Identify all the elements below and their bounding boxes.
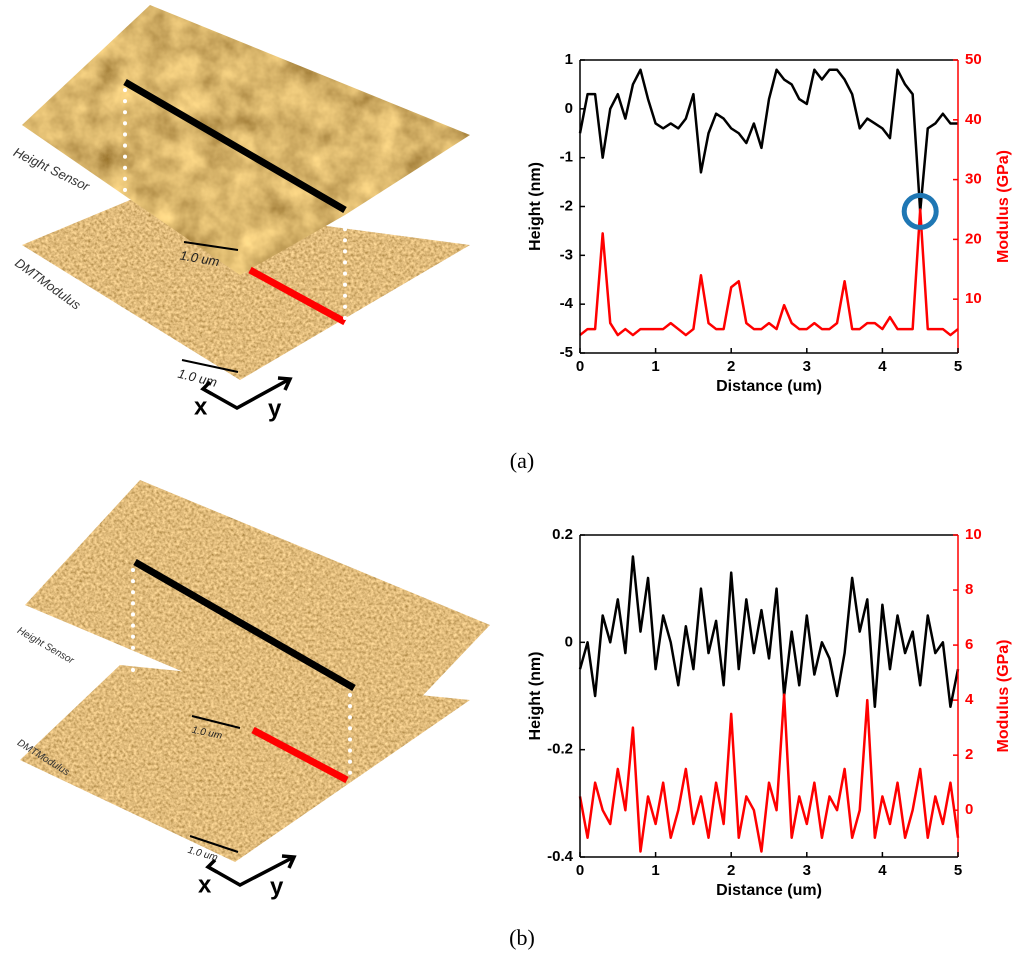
x-tick-label: 2 — [727, 862, 735, 879]
x-tick-label: 3 — [803, 862, 811, 879]
data-line — [580, 70, 958, 212]
line-chart: 0 1 2 3 4 5 -0.4 -0.2 0 0.2 0 2 4 6 8 10 Distance (um) He… — [527, 526, 1012, 899]
x-tick-label: 0 — [576, 862, 584, 879]
axis-y-label: y — [268, 395, 282, 422]
y-tick-label: -3 — [560, 246, 573, 263]
x-tick-label: 5 — [954, 862, 962, 879]
x-tick-label: 4 — [878, 358, 887, 375]
y2-tick-label: 0 — [965, 801, 973, 818]
y-axis-label: Height (nm) — [527, 162, 544, 251]
y-tick-label: -0.4 — [547, 848, 574, 865]
y-tick-label: -0.2 — [547, 741, 573, 758]
y2-tick-label: 6 — [965, 636, 973, 653]
y-tick-label: 0.2 — [552, 526, 573, 543]
figure: Height Sensor DMTModulus 1.0 um 1.0 um x… — [0, 0, 1026, 958]
afm-stack: Height Sensor DMTModulus 1.0 um 1.0 um x… — [15, 480, 490, 900]
y-tick-label: 1 — [565, 51, 573, 68]
y2-axis-label: Modulus (GPa) — [995, 150, 1012, 263]
x-tick-label: 4 — [878, 862, 887, 879]
y2-tick-label: 8 — [965, 581, 973, 598]
x-tick-label: 1 — [651, 862, 659, 879]
y2-tick-label: 4 — [965, 691, 974, 708]
scale-bar-label: 1.0 um — [176, 366, 218, 390]
x-tick-label: 3 — [803, 358, 811, 375]
data-line — [580, 556, 958, 706]
x-tick-label: 5 — [954, 358, 962, 375]
y-tick-label: -1 — [560, 149, 573, 166]
y-tick-label: -2 — [560, 197, 573, 214]
y2-tick-label: 30 — [965, 171, 982, 188]
y2-tick-label: 20 — [965, 230, 982, 247]
x-tick-label: 2 — [727, 358, 735, 375]
y2-tick-label: 40 — [965, 111, 982, 128]
line-chart: 0 1 2 3 4 5 -5 -4 -3 -2 -1 0 1 10 20 30 40 50 Distance (um… — [527, 51, 1012, 395]
axis-x-label: x — [194, 393, 208, 420]
x-tick-label: 0 — [576, 358, 584, 375]
data-line — [580, 695, 958, 852]
y2-tick-label: 10 — [965, 526, 982, 543]
y2-tick-label: 10 — [965, 290, 982, 307]
y2-tick-label: 50 — [965, 51, 982, 68]
x-tick-label: 1 — [651, 358, 659, 375]
afm-stack: Height Sensor DMTModulus 1.0 um 1.0 um x… — [11, 5, 470, 422]
y2-tick-label: 2 — [965, 746, 973, 763]
y-tick-label: 0 — [565, 633, 573, 650]
axis-y-label: y — [270, 873, 284, 900]
x-axis-label: Distance (um) — [716, 378, 822, 395]
data-line — [580, 209, 958, 335]
y2-axis-label: Modulus (GPa) — [995, 640, 1012, 753]
y-axis-label: Height (nm) — [527, 652, 544, 741]
x-axis-label: Distance (um) — [716, 882, 822, 899]
image-label: Height Sensor — [15, 625, 76, 667]
y-tick-label: -4 — [560, 295, 574, 312]
axis-x-label: x — [198, 871, 212, 898]
panel-label: (a) — [510, 448, 534, 473]
y-tick-label: -5 — [560, 344, 573, 361]
panel-label: (b) — [509, 925, 535, 950]
y-tick-label: 0 — [565, 100, 573, 117]
